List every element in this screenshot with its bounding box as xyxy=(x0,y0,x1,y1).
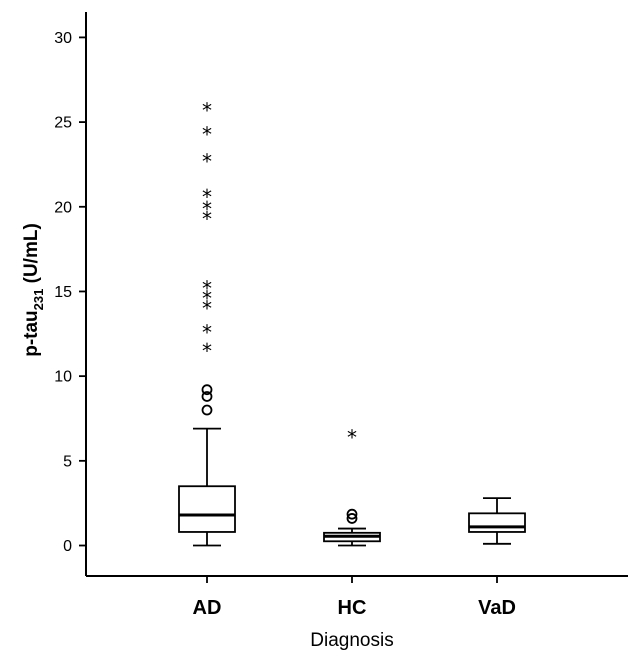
y-axis-label-subscript: 231 xyxy=(31,289,46,311)
extreme-point: * xyxy=(202,297,212,321)
extreme-point: * xyxy=(202,99,212,123)
y-ticks: 0 5 10 15 20 25 30 xyxy=(54,30,86,555)
boxplot-hc: * xyxy=(323,425,381,547)
outlier-point xyxy=(201,391,213,402)
extreme-point: * xyxy=(202,287,212,311)
extreme-point: * xyxy=(202,320,212,344)
iqr-box xyxy=(468,512,526,533)
extreme-point: * xyxy=(202,122,212,146)
extreme-point: * xyxy=(202,207,212,231)
y-axis-label-main: p-tau xyxy=(21,310,42,356)
y-tick-label: 20 xyxy=(54,199,72,216)
outlier-point xyxy=(346,508,358,520)
extreme-point: * xyxy=(202,339,212,363)
extreme-point: * xyxy=(202,197,212,221)
iqr-box xyxy=(178,485,236,533)
x-axis-label: Diagnosis xyxy=(310,630,393,651)
x-tick-label: HC xyxy=(338,597,367,619)
extreme-point: * xyxy=(202,149,212,173)
x-tick-label: VaD xyxy=(478,597,516,619)
boxplot-vad xyxy=(468,497,526,545)
y-tick-label: 15 xyxy=(54,284,72,301)
outlier-point xyxy=(346,513,358,524)
y-tick-label: 25 xyxy=(54,115,72,132)
extreme-point: * xyxy=(347,425,357,449)
extreme-point: * xyxy=(202,276,212,300)
outlier-point xyxy=(201,404,213,416)
y-tick-label: 0 xyxy=(63,538,72,555)
y-tick-label: 10 xyxy=(54,369,72,386)
y-tick-label: 5 xyxy=(63,453,72,470)
boxplots: ************ xyxy=(178,99,526,547)
extreme-point: * xyxy=(202,185,212,209)
y-axis-label: p-tau231 (U/mL) xyxy=(21,223,46,357)
y-axis-label-unit: (U/mL) xyxy=(21,223,42,288)
outlier-point xyxy=(201,384,213,396)
boxplot-ad: *********** xyxy=(178,99,236,547)
x-ticks: AD HC VaD xyxy=(193,576,516,619)
y-tick-label: 30 xyxy=(54,30,72,47)
axes xyxy=(85,12,628,577)
x-tick-label: AD xyxy=(193,597,222,619)
